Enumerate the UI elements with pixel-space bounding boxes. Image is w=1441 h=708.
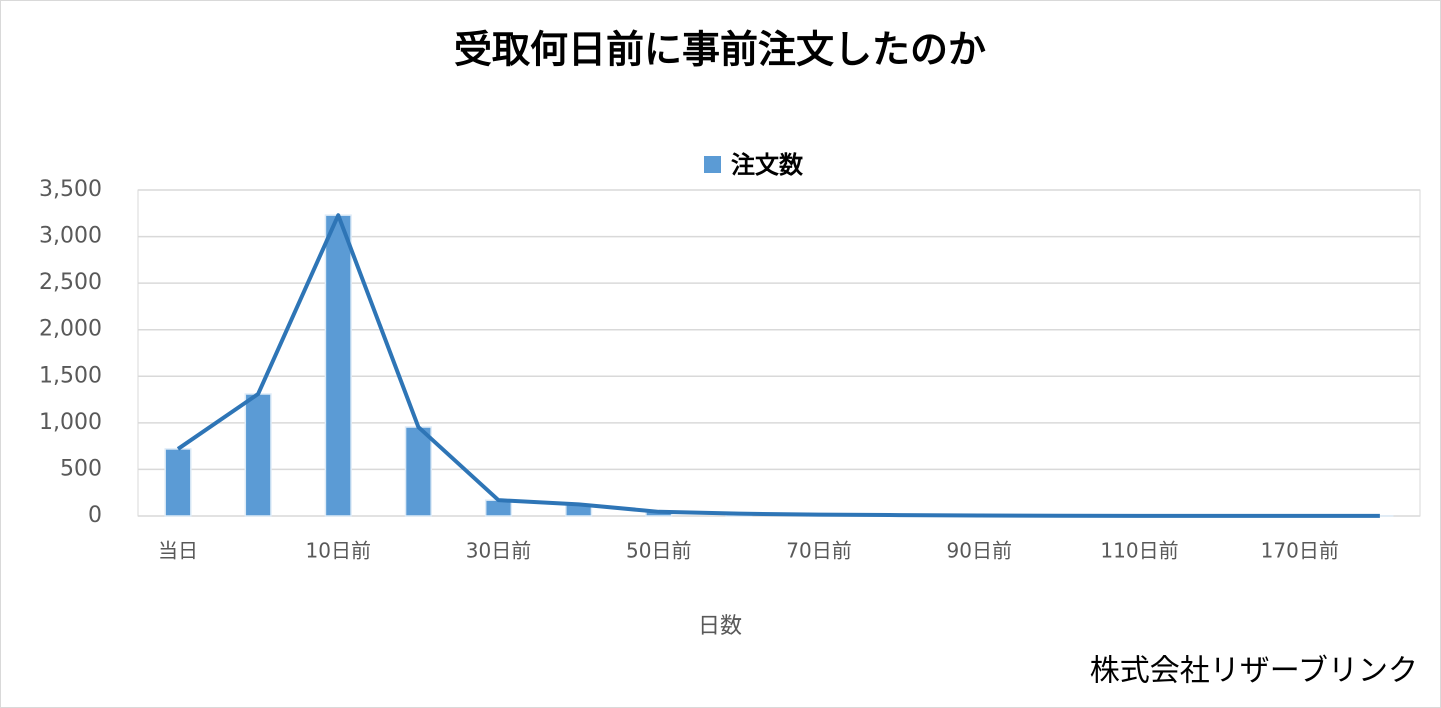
- x-tick-label: 70日前: [786, 539, 851, 563]
- bar: [324, 214, 352, 517]
- y-tick-label: 500: [60, 456, 102, 481]
- chart-title: 受取何日前に事前注文したのか: [454, 28, 986, 72]
- legend-swatch: [704, 156, 721, 173]
- y-tick-label: 3,500: [39, 177, 102, 202]
- y-tick-label: 2,500: [39, 270, 102, 295]
- trend-line: [176, 213, 1380, 518]
- footer-credit: 株式会社リザーブリンク: [1090, 654, 1418, 689]
- x-axis-label: 日数: [698, 614, 742, 639]
- x-tick-label: 50日前: [626, 539, 691, 563]
- bar: [164, 448, 192, 517]
- x-tick-label: 90日前: [947, 539, 1012, 563]
- x-tick-label: 30日前: [466, 539, 531, 563]
- x-tick-label: 110日前: [1100, 539, 1178, 563]
- y-tick-label: 2,000: [39, 317, 102, 342]
- bar: [244, 393, 272, 517]
- y-tick-label: 3,000: [39, 224, 102, 249]
- x-tick-label: 当日: [158, 539, 198, 563]
- x-tick-label: 170日前: [1261, 539, 1339, 563]
- y-tick-label: 0: [88, 503, 102, 528]
- y-tick-label: 1,000: [39, 410, 102, 435]
- legend-label: 注文数: [731, 151, 804, 179]
- y-tick-label: 1,500: [39, 363, 102, 388]
- x-tick-label: 10日前: [306, 539, 371, 563]
- bar: [404, 426, 432, 517]
